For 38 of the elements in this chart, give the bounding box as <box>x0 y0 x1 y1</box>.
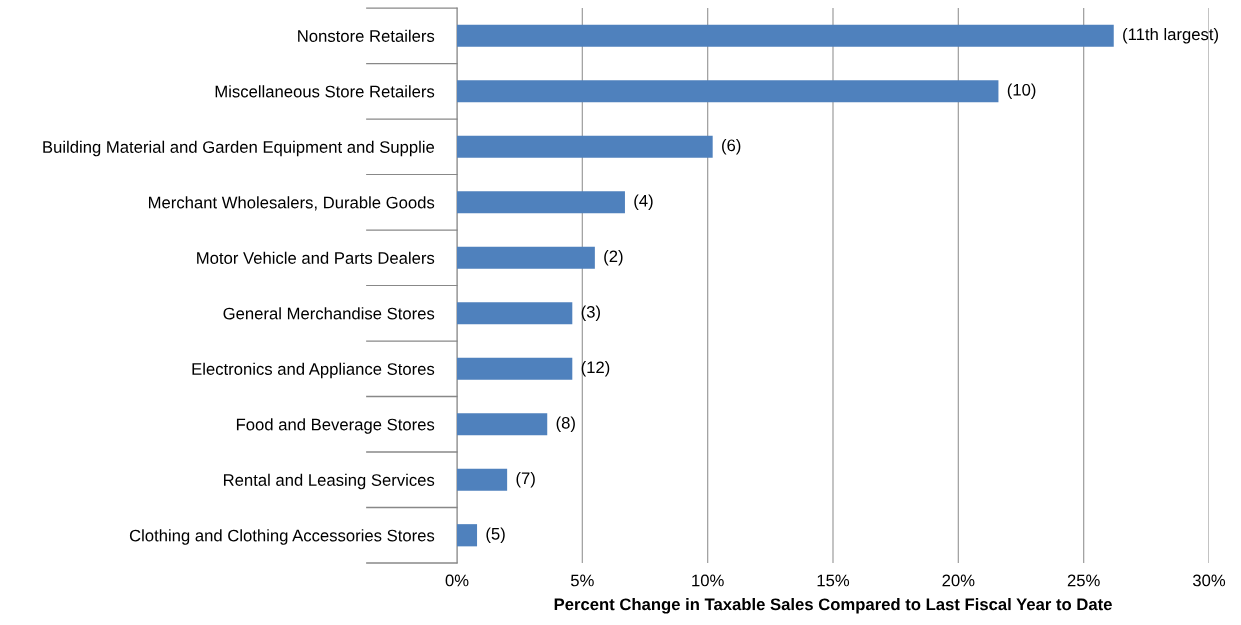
bar <box>457 468 508 491</box>
annotation: (12) <box>581 360 610 377</box>
y-tick-label: Food and Beverage Stores <box>236 418 435 434</box>
y-tick-label: Building Material and Garden Equipment and Supplie <box>43 140 435 157</box>
bar <box>457 246 595 269</box>
x-tick-label: 10% <box>692 574 724 587</box>
annotation: (10) <box>1007 83 1036 100</box>
annotation: (11th largest) <box>1123 27 1219 44</box>
annotation: (2) <box>604 249 623 266</box>
bar <box>457 135 713 158</box>
x-tick-label: 20% <box>942 574 975 587</box>
x-tick-label: 5% <box>570 574 594 587</box>
x-tick-label: 0% <box>445 574 469 587</box>
y-tick-label: Motor Vehicle and Parts Dealers <box>197 251 435 264</box>
x-tick-label: 30% <box>1192 574 1226 587</box>
bar <box>457 524 478 547</box>
annotation: (5) <box>486 527 505 544</box>
y-tick-label: Merchant Wholesalers, Durable Goods <box>149 196 435 211</box>
bar <box>457 413 548 436</box>
annotation: (8) <box>556 416 575 433</box>
y-tick-label: Miscellaneous Store Retailers <box>215 85 435 98</box>
y-tick-label: Nonstore Retailers <box>298 29 435 42</box>
bar <box>457 191 625 214</box>
bar <box>457 80 999 103</box>
x-tick-label: 25% <box>1067 574 1100 587</box>
x-tick-label: 15% <box>817 574 850 587</box>
annotation: (4) <box>634 194 653 211</box>
bar <box>457 302 573 325</box>
y-tick-label: Rental and Leasing Services <box>223 473 435 490</box>
bar <box>457 24 1114 47</box>
bar <box>457 357 573 380</box>
x-axis-title: Percent Change in Taxable Sales Compared to Last Fiscal Year to Date <box>554 597 1112 614</box>
y-tick-label: General Merchandise Stores <box>223 307 435 320</box>
annotation: (7) <box>516 471 535 488</box>
y-tick-label: Clothing and Clothing Accessories Stores <box>129 529 435 545</box>
annotation: (3) <box>581 305 600 322</box>
y-tick-label: Electronics and Appliance Stores <box>192 362 435 379</box>
annotation: (6) <box>722 138 741 155</box>
